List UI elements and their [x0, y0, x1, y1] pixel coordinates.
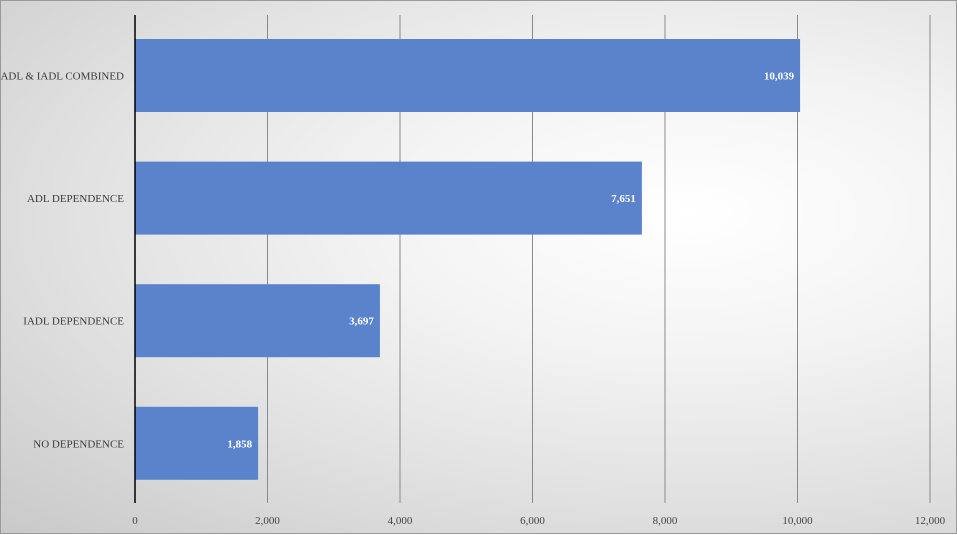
- x-tick-label: 2,000: [255, 515, 280, 527]
- bar: [135, 406, 259, 480]
- data-labels: 10,039 7,651 3,697 1,858: [227, 71, 794, 451]
- x-tick-label: 10,000: [782, 515, 813, 527]
- x-tick-label: 4,000: [388, 515, 413, 527]
- category-label: ADL & IADL COMBINED: [1, 71, 124, 83]
- x-tick-label: 6,000: [520, 515, 545, 527]
- x-tick-label: 8,000: [653, 515, 678, 527]
- x-tick-label: 0: [132, 515, 138, 527]
- x-tick-label: 12,000: [915, 515, 946, 527]
- data-label: 1,858: [227, 438, 252, 450]
- category-label: ADL DEPENDENCE: [27, 193, 124, 205]
- bars: [135, 39, 801, 480]
- category-labels: ADL & IADL COMBINED ADL DEPENDENCE IADL DE…: [1, 71, 124, 451]
- data-label: 10,039: [764, 71, 795, 83]
- category-label: NO DEPENDENCE: [33, 438, 124, 450]
- category-label: IADL DEPENDENCE: [23, 316, 124, 328]
- bar: [135, 39, 801, 112]
- x-axis-tick-labels: 0 2,000 4,000 6,000 8,000 10,000 12,000: [132, 515, 945, 527]
- data-label: 3,697: [349, 316, 374, 328]
- data-label: 7,651: [611, 193, 636, 205]
- bar: [135, 284, 380, 358]
- bar: [135, 161, 642, 235]
